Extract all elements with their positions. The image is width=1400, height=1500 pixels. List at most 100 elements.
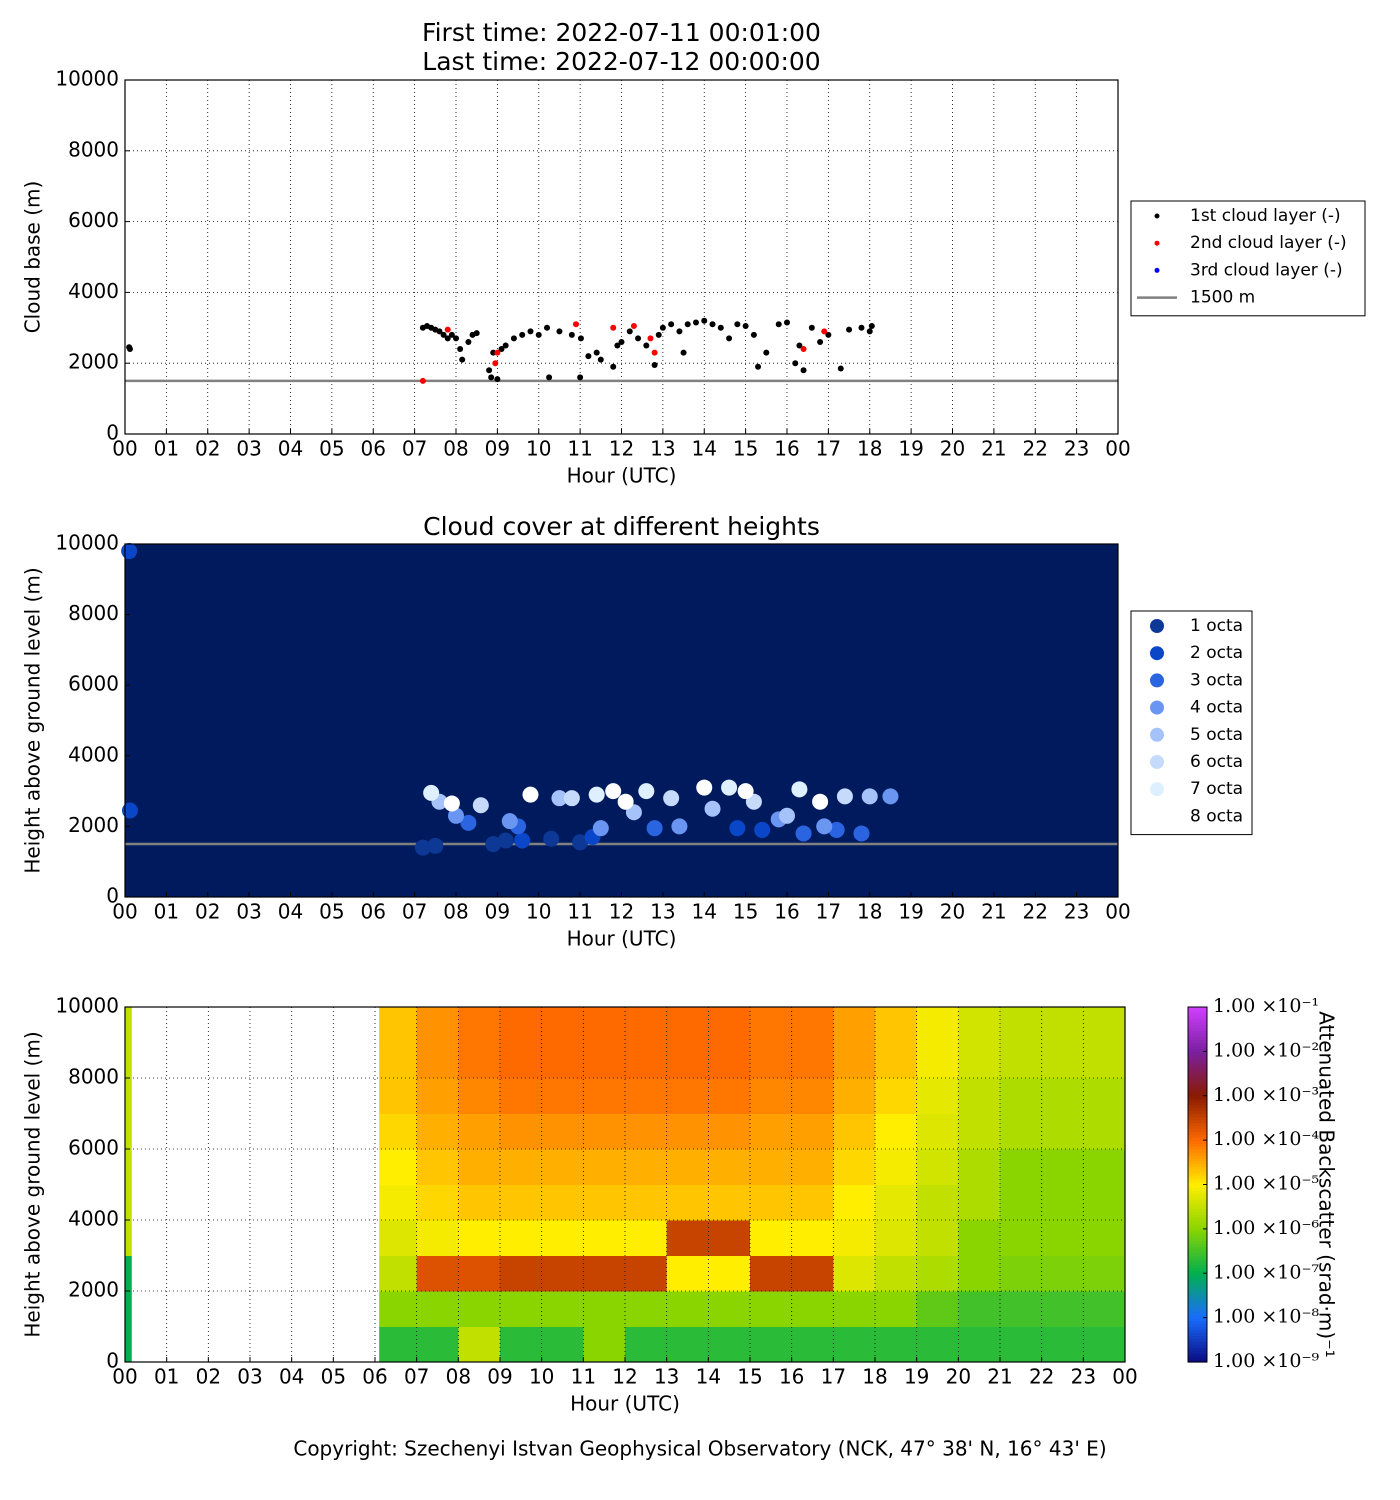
colorbar-strip (1188, 1296, 1207, 1301)
colorbar-strip (1188, 1282, 1207, 1286)
x-tick-label: 12 (612, 1365, 637, 1389)
point (651, 349, 658, 356)
legend-marker (1154, 240, 1160, 246)
heat-cell (791, 1291, 834, 1327)
heat-cell (625, 1113, 668, 1150)
colorbar-strip (1188, 1066, 1207, 1070)
heat-cell (833, 1007, 876, 1043)
heat-cell (708, 1326, 751, 1363)
heat-cell (666, 1220, 709, 1256)
heat-cell (916, 1326, 959, 1363)
y-tick-label: 8000 (68, 1065, 119, 1089)
heat-cell (416, 1255, 459, 1292)
heat-cell (750, 1291, 793, 1327)
point (617, 793, 634, 810)
colorbar-strip (1188, 1305, 1207, 1310)
heat-cell (750, 1326, 793, 1363)
point (853, 825, 870, 842)
heat-cell (625, 1078, 668, 1114)
heat-cell (458, 1042, 501, 1079)
heat-cell (1000, 1007, 1043, 1043)
x-tick-label: 17 (816, 437, 841, 461)
legend-marker (1150, 673, 1164, 688)
colorbar-strip (1188, 1024, 1207, 1029)
point (460, 814, 477, 831)
legend-label: 1 octa (1190, 616, 1243, 636)
heat-cell (379, 1220, 418, 1256)
heat-cell (1041, 1220, 1084, 1256)
colorbar-strip (1188, 1140, 1207, 1144)
heat-cell (958, 1042, 1001, 1079)
colorbar-tick-label: 1.00 ×10⁻⁷ (1213, 1261, 1319, 1283)
x-tick-label: 10 (526, 900, 551, 924)
x-tick-label: 23 (1064, 900, 1089, 924)
x-tick-label: 03 (236, 900, 261, 924)
heat-cell (666, 1007, 709, 1043)
point (494, 349, 501, 356)
point (472, 797, 489, 814)
heat-cell (1041, 1042, 1084, 1079)
point (754, 821, 771, 838)
heat-cell (916, 1007, 959, 1043)
x-tick-label: 21 (987, 1365, 1012, 1389)
x-tick-label: 14 (692, 900, 717, 924)
colorbar-strip (1188, 1030, 1207, 1035)
heat-cell (750, 1149, 793, 1185)
heat-cell (833, 1326, 876, 1363)
heat-cell (458, 1113, 501, 1150)
heat-cell (708, 1291, 751, 1327)
point (494, 376, 501, 383)
x-tick-label: 07 (402, 900, 427, 924)
heat-cell (1041, 1007, 1084, 1043)
colorbar-strip (1188, 1060, 1207, 1064)
x-tick-label: 21 (981, 437, 1006, 461)
x-tick-label: 06 (362, 1365, 387, 1389)
point (473, 330, 480, 337)
heat-cell (458, 1078, 501, 1114)
point (568, 331, 575, 338)
colorbar-strip (1188, 1125, 1207, 1129)
colorbar-strip (1188, 1252, 1207, 1257)
heat-cell (1083, 1184, 1126, 1221)
x-tick-label: 19 (898, 437, 923, 461)
x-tick-label: 08 (443, 437, 468, 461)
point (585, 353, 592, 360)
x-tick-label: 15 (733, 900, 758, 924)
heat-cell (750, 1007, 793, 1043)
heat-cell (666, 1326, 709, 1363)
legend-marker (1150, 755, 1164, 769)
heat-cell (125, 1220, 132, 1256)
heat-cell (875, 1184, 918, 1221)
x-tick-label: 04 (279, 1365, 304, 1389)
colorbar-strip (1188, 1143, 1207, 1147)
heat-cell (458, 1326, 501, 1363)
legend-marker (1150, 782, 1164, 797)
point (763, 349, 770, 356)
colorbar-strip (1188, 1199, 1207, 1203)
heat-cell (379, 1007, 418, 1043)
heat-cell (875, 1149, 918, 1185)
heat-cell (583, 1078, 626, 1114)
heat-cell (379, 1326, 418, 1363)
point (121, 802, 138, 819)
colorbar-label: Attenuated Backscatter (srad·m)⁻¹ (1315, 1011, 1339, 1358)
colorbar-strip (1188, 1107, 1207, 1112)
x-tick-label: 22 (1029, 1365, 1054, 1389)
colorbar-strip (1188, 1098, 1207, 1103)
x-tick-label: 01 (154, 900, 179, 924)
heat-cell (625, 1184, 668, 1221)
heat-cell (958, 1326, 1001, 1363)
colorbar-tick-label: 1.00 ×10⁻⁸ (1213, 1306, 1319, 1328)
heat-cell (500, 1078, 543, 1114)
heat-cell (916, 1255, 959, 1292)
heat-cell (379, 1184, 418, 1221)
point (436, 328, 443, 335)
point (721, 779, 738, 796)
x-tick-label: 20 (946, 1365, 971, 1389)
heat-cell (1041, 1184, 1084, 1221)
point (828, 821, 845, 838)
colorbar-strip (1188, 1243, 1207, 1248)
colorbar-strip (1188, 1317, 1207, 1322)
